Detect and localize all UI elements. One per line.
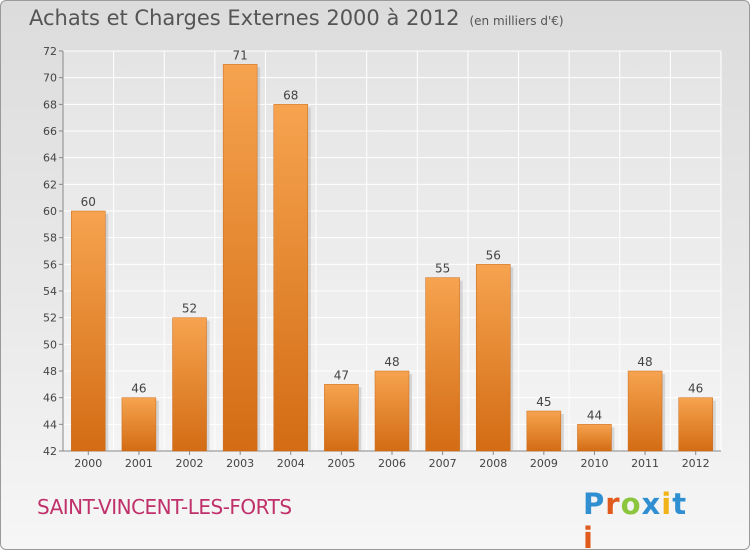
bar [274, 104, 308, 451]
data-label: 48 [384, 355, 399, 369]
y-tick-label: 60 [43, 205, 57, 218]
x-tick-label: 2002 [176, 457, 204, 470]
y-tick-label: 56 [43, 258, 57, 271]
x-tick-label: 2000 [74, 457, 102, 470]
y-tick-label: 58 [43, 232, 57, 245]
y-tick-label: 46 [43, 392, 57, 405]
bar [679, 398, 713, 451]
x-tick-label: 2004 [277, 457, 305, 470]
y-tick-label: 62 [43, 178, 57, 191]
data-label: 56 [486, 248, 501, 262]
x-tick-label: 2001 [125, 457, 153, 470]
data-label: 48 [637, 355, 652, 369]
x-tick-label: 2007 [429, 457, 457, 470]
y-tick-label: 54 [43, 285, 57, 298]
y-tick-label: 66 [43, 125, 57, 138]
y-tick-label: 44 [43, 418, 57, 431]
y-tick-label: 52 [43, 312, 57, 325]
y-tick-label: 68 [43, 98, 57, 111]
x-tick-label: 2006 [378, 457, 406, 470]
data-label: 71 [233, 48, 248, 62]
data-label: 52 [182, 302, 197, 316]
data-label: 68 [283, 88, 298, 102]
y-tick-label: 48 [43, 365, 57, 378]
data-label: 44 [587, 408, 602, 422]
proxiti-logo: Proxiti [583, 487, 693, 527]
y-tick-label: 70 [43, 72, 57, 85]
x-tick-label: 2008 [479, 457, 507, 470]
x-tick-label: 2005 [327, 457, 355, 470]
data-label: 55 [435, 262, 450, 276]
bar [173, 318, 207, 451]
bar [476, 264, 510, 451]
bar [527, 411, 561, 451]
y-tick-label: 42 [43, 445, 57, 458]
x-tick-label: 2012 [682, 457, 710, 470]
x-tick-label: 2003 [226, 457, 254, 470]
data-label: 46 [131, 382, 146, 396]
bar [628, 371, 662, 451]
data-label: 46 [688, 382, 703, 396]
data-label: 47 [334, 368, 349, 382]
bar [324, 384, 358, 451]
data-label: 45 [536, 395, 551, 409]
bar [122, 398, 156, 451]
y-tick-label: 64 [43, 152, 57, 165]
chart-frame: Achats et Charges Externes 2000 à 2012 (e… [0, 0, 750, 550]
bar [426, 278, 460, 451]
bar [71, 211, 105, 451]
x-tick-label: 2011 [631, 457, 659, 470]
commune-name: SAINT-VINCENT-LES-FORTS [37, 495, 292, 519]
bar [375, 371, 409, 451]
y-tick-label: 50 [43, 338, 57, 351]
bar [577, 424, 611, 451]
bar-chart: 42 44 46 48 50 52 54 56 58 60 62 64 66 68 70 72 60 2000 46… [1, 1, 750, 550]
x-tick-label: 2010 [580, 457, 608, 470]
x-tick-label: 2009 [530, 457, 558, 470]
bar [223, 64, 257, 451]
y-tick-label: 72 [43, 45, 57, 58]
data-label: 60 [81, 195, 96, 209]
